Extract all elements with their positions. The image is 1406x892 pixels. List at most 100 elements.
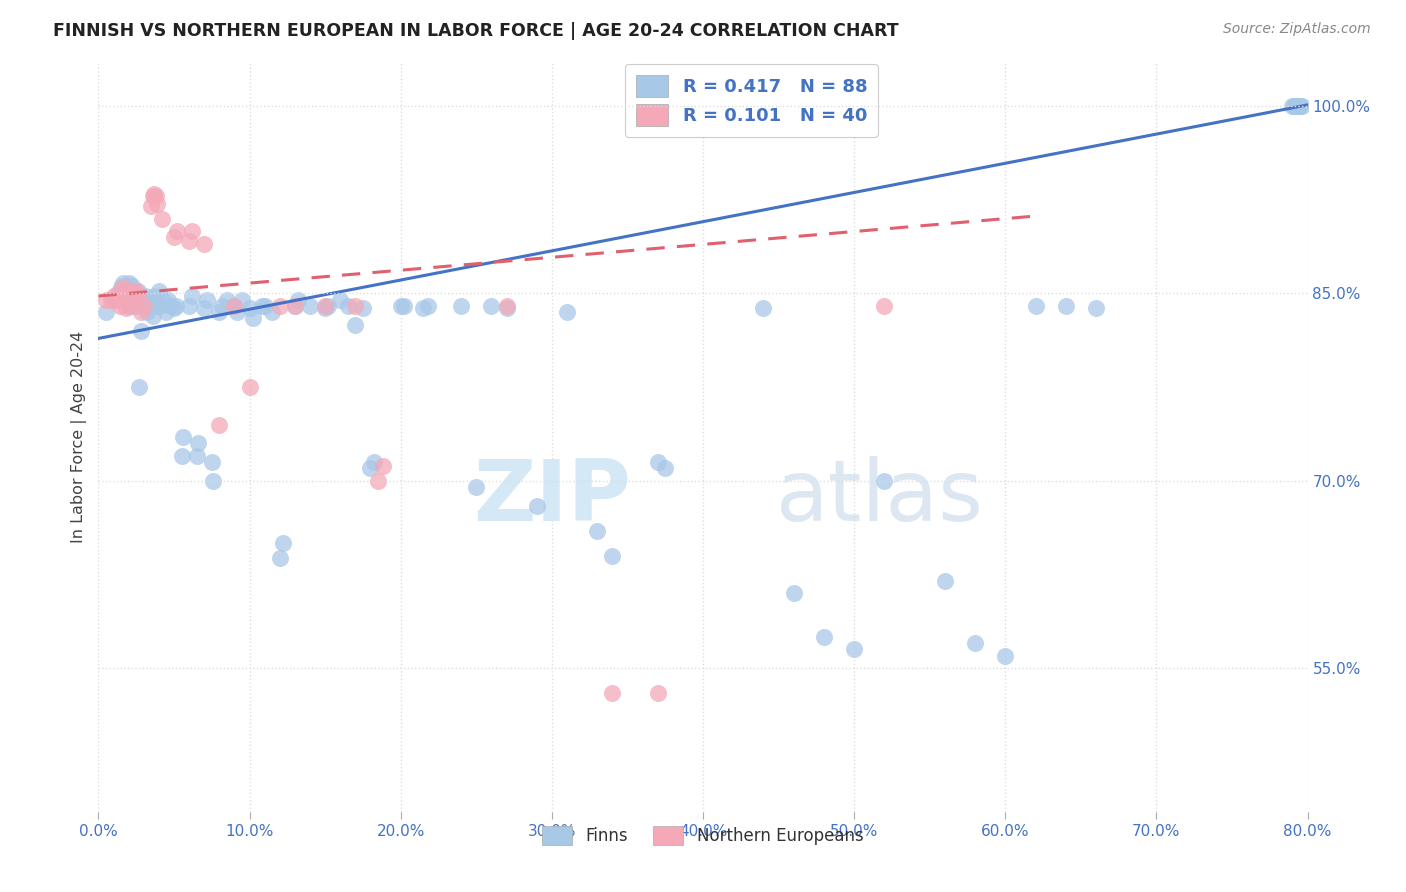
Point <box>181 289 204 303</box>
Point <box>783 586 806 600</box>
Point <box>141 299 163 313</box>
Point <box>1288 99 1310 113</box>
Point <box>142 309 165 323</box>
Point <box>128 380 150 394</box>
Point <box>118 299 141 313</box>
Point <box>111 280 134 294</box>
Point <box>224 299 246 313</box>
Point <box>239 380 262 394</box>
Point <box>195 293 218 307</box>
Point <box>187 436 209 450</box>
Point <box>208 417 231 432</box>
Point <box>965 636 987 650</box>
Point <box>450 299 472 313</box>
Point <box>105 293 128 307</box>
Point <box>602 549 624 563</box>
Point <box>873 299 896 313</box>
Point <box>389 299 412 313</box>
Point <box>481 299 503 313</box>
Point <box>647 686 669 700</box>
Point <box>172 430 194 444</box>
Point <box>186 449 208 463</box>
Point <box>145 189 167 203</box>
Point <box>239 301 262 316</box>
Point <box>269 551 291 566</box>
Point <box>1284 99 1306 113</box>
Point <box>129 305 152 319</box>
Point <box>112 289 135 303</box>
Point <box>873 474 896 488</box>
Point <box>149 299 172 313</box>
Point <box>363 455 385 469</box>
Point <box>202 474 225 488</box>
Point <box>314 299 336 313</box>
Point <box>103 293 125 307</box>
Point <box>526 499 548 513</box>
Point <box>136 293 159 307</box>
Point <box>231 293 253 307</box>
Text: atlas: atlas <box>776 456 984 539</box>
Point <box>208 305 231 319</box>
Point <box>150 211 173 226</box>
Point <box>1024 299 1046 313</box>
Point <box>654 461 676 475</box>
Point <box>193 301 215 316</box>
Point <box>179 299 201 313</box>
Point <box>170 449 193 463</box>
Point <box>752 301 775 316</box>
Point <box>145 299 167 313</box>
Point <box>94 293 117 307</box>
Point <box>495 301 517 316</box>
Point <box>555 305 578 319</box>
Point <box>1282 99 1305 113</box>
Point <box>143 186 166 201</box>
Point <box>1054 299 1077 313</box>
Point <box>352 301 374 316</box>
Point <box>226 305 249 319</box>
Point <box>122 289 145 303</box>
Point <box>250 299 273 313</box>
Point <box>287 293 309 307</box>
Point <box>156 293 179 307</box>
Point <box>103 289 125 303</box>
Point <box>107 286 129 301</box>
Point <box>934 574 956 588</box>
Point <box>602 686 624 700</box>
Point <box>141 199 163 213</box>
Point <box>132 299 155 313</box>
Point <box>118 277 141 291</box>
Point <box>163 301 186 316</box>
Point <box>111 277 134 291</box>
Point <box>135 305 157 319</box>
Point <box>115 279 138 293</box>
Point <box>148 284 170 298</box>
Point <box>110 284 132 298</box>
Point <box>994 648 1017 663</box>
Point <box>120 293 142 307</box>
Point <box>1289 99 1312 113</box>
Point <box>201 455 224 469</box>
Point <box>284 299 307 313</box>
Point <box>371 458 394 473</box>
Point <box>813 630 835 644</box>
Legend: Finns, Northern Europeans: Finns, Northern Europeans <box>536 820 870 852</box>
Point <box>416 299 439 313</box>
Point <box>165 299 187 313</box>
Point <box>224 299 246 313</box>
Point <box>122 284 145 298</box>
Point <box>125 284 148 298</box>
Point <box>314 301 336 316</box>
Point <box>127 284 149 298</box>
Point <box>124 289 146 303</box>
Point <box>100 293 122 307</box>
Y-axis label: In Labor Force | Age 20-24: In Labor Force | Age 20-24 <box>72 331 87 543</box>
Point <box>495 299 517 313</box>
Point <box>465 480 488 494</box>
Point <box>329 293 352 307</box>
Point <box>127 289 149 303</box>
Point <box>316 299 339 313</box>
Point <box>269 299 291 313</box>
Point <box>253 299 276 313</box>
Point <box>1281 99 1303 113</box>
Point <box>94 305 117 319</box>
